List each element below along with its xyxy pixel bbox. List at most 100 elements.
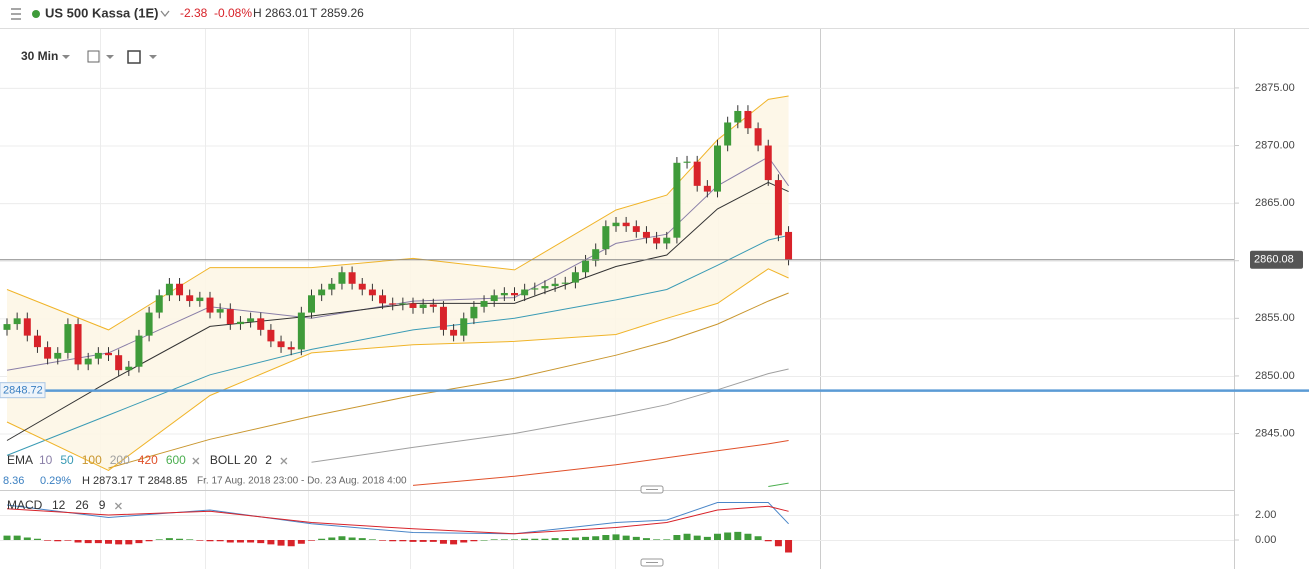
- instrument-dropdown[interactable]: [160, 10, 170, 18]
- macd-histogram-bar: [541, 538, 549, 540]
- candle-body: [389, 303, 397, 305]
- macd-histogram-bar: [744, 533, 752, 540]
- macd-histogram-bar: [287, 540, 295, 547]
- macd-histogram-bar: [490, 539, 498, 540]
- macd-histogram-bar: [206, 540, 214, 542]
- ema-line: [311, 368, 789, 463]
- candle-body: [683, 161, 691, 163]
- macd-histogram-bar: [379, 540, 387, 541]
- candle-body: [165, 283, 173, 296]
- candle-body: [663, 237, 671, 244]
- macd-histogram-bar: [318, 538, 326, 540]
- chart-type-icon[interactable]: [127, 50, 141, 64]
- remove-stroke: [192, 457, 200, 465]
- candle-body: [511, 292, 518, 296]
- calendar-dropdown[interactable]: [106, 55, 114, 59]
- macd-histogram-bar: [84, 540, 92, 544]
- candle-body: [785, 231, 793, 260]
- candle-body: [724, 122, 732, 146]
- macd-histogram-bar: [257, 540, 265, 544]
- candle-body: [84, 358, 92, 365]
- candle-body: [287, 347, 295, 350]
- candle-body: [541, 286, 549, 289]
- remove-stroke: [280, 457, 288, 465]
- resize-handle[interactable]: [640, 485, 664, 494]
- macd-histogram-bar: [785, 540, 793, 553]
- y-tick-label: 2865.00: [1255, 197, 1295, 209]
- candle-body: [247, 318, 255, 322]
- chart-type-dropdown[interactable]: [149, 55, 157, 59]
- y-tick-label: 0.00: [1255, 534, 1276, 546]
- y-tick-label: 2850.00: [1255, 370, 1295, 382]
- legend-entry: 420: [138, 453, 158, 467]
- interval-selector[interactable]: 30 Min: [21, 49, 58, 63]
- candle-body: [714, 145, 721, 192]
- remove-indicator[interactable]: [114, 502, 122, 510]
- macd-histogram-bar: [551, 538, 559, 540]
- instrument-title[interactable]: US 500 Kassa (1E): [45, 5, 158, 20]
- macd-histogram-bar: [54, 540, 62, 542]
- macd-histogram-bar: [236, 540, 244, 543]
- boll-param: 2: [265, 453, 272, 467]
- candle-body: [561, 282, 569, 284]
- remove-indicator[interactable]: [280, 457, 288, 465]
- macd-histogram-bar: [429, 540, 437, 542]
- macd-histogram-bar: [602, 535, 610, 540]
- candle-body: [358, 283, 366, 290]
- calendar-icon[interactable]: [87, 50, 100, 63]
- candle-body: [44, 347, 52, 359]
- candle-body: [774, 180, 782, 236]
- macd-histogram-bar: [693, 535, 701, 540]
- macd-histogram-bar: [561, 538, 569, 540]
- macd-histogram-bar: [44, 540, 52, 541]
- info-row: 8.36 0.29% H 2873.17 T 2848.85 Fr. 17 Au…: [3, 475, 407, 487]
- macd-histogram-bar: [125, 540, 133, 545]
- candle-body: [328, 283, 336, 290]
- status-dot: [32, 10, 40, 18]
- level-label-box: [0, 382, 46, 399]
- candle-body: [33, 335, 41, 348]
- resize-handle[interactable]: [640, 558, 664, 567]
- macd-histogram-bar: [511, 539, 518, 540]
- ema-line: [412, 440, 789, 486]
- candle-body: [105, 352, 112, 356]
- macd-histogram-bar: [23, 537, 31, 540]
- candle-body: [622, 222, 630, 227]
- boll-middle: [6, 181, 789, 441]
- ema-line: [768, 482, 789, 487]
- menu-icon[interactable]: [11, 8, 21, 20]
- session-high: H 2863.01: [253, 6, 309, 20]
- candle-body: [338, 272, 346, 284]
- macd-histogram-bar: [582, 536, 590, 540]
- macd-histogram-bar: [105, 540, 112, 544]
- range-percent: 0.29%: [40, 475, 71, 487]
- macd-histogram-bar: [145, 540, 153, 542]
- macd-histogram-bar: [500, 539, 508, 540]
- remove-indicator[interactable]: [192, 457, 200, 465]
- macd-param: 9: [99, 498, 106, 512]
- candle-body: [500, 292, 508, 296]
- period-range: Fr. 17 Aug. 2018 23:00 - Do. 23 Aug. 201…: [197, 476, 407, 487]
- macd-histogram-bar: [612, 534, 620, 540]
- candle-body: [196, 297, 204, 302]
- candle-body: [54, 352, 62, 359]
- interval-dropdown[interactable]: [62, 55, 70, 59]
- macd-histogram-bar: [358, 538, 366, 540]
- macd-histogram-bar: [571, 537, 579, 540]
- candle-body: [612, 222, 620, 227]
- candle-body: [480, 301, 488, 307]
- candle-body: [145, 312, 153, 336]
- macd-histogram-bar: [683, 533, 691, 540]
- candle-body: [135, 335, 143, 367]
- macd-histogram-bar: [399, 540, 407, 542]
- macd-histogram-bar: [470, 540, 478, 542]
- candle-body: [74, 324, 82, 365]
- boll-lower: [6, 268, 789, 471]
- candle-body: [297, 312, 305, 350]
- change: -2.38: [180, 6, 208, 20]
- macd-histogram-bar: [135, 540, 143, 544]
- macd-histogram-bar: [33, 538, 41, 540]
- macd-histogram-bar: [297, 540, 305, 544]
- macd-histogram-bar: [774, 540, 782, 547]
